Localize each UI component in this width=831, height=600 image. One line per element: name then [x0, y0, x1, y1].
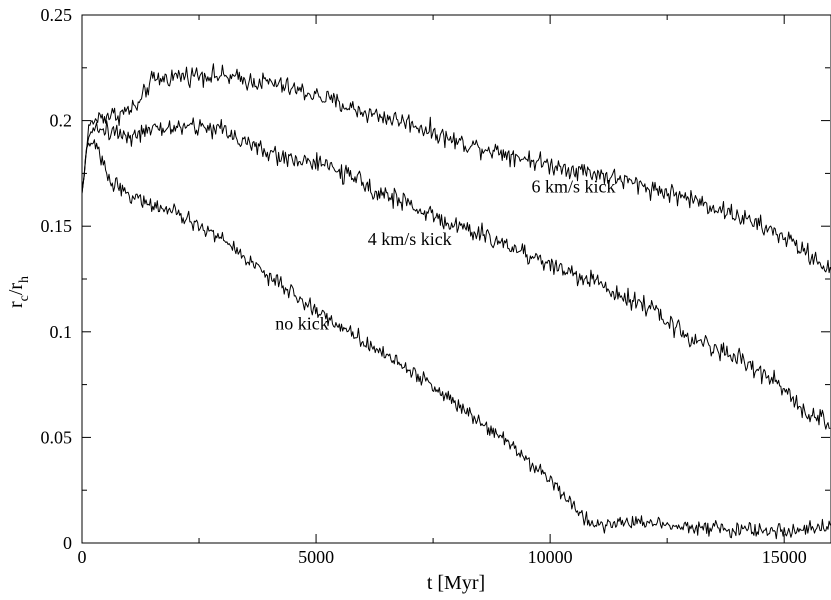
y-tick-label: 0.15 [41, 216, 73, 236]
plot-frame [81, 14, 831, 544]
series-annotation: 6 km/s kick [532, 176, 616, 196]
y-tick-label: 0.05 [41, 427, 73, 447]
series-line [81, 117, 831, 430]
axis-ticks: 0 5000 10000 15000 0 0.05 0.1 0.15 0.2 0.25 [41, 5, 830, 567]
y-tick-label: 0.1 [50, 322, 73, 342]
y-tick-label: 0.2 [50, 111, 73, 131]
x-axis-title: t [Myr] [427, 572, 485, 594]
y-axis-title-main: r [5, 301, 27, 308]
x-tick-label: 5000 [298, 547, 334, 567]
y-tick-label: 0 [63, 533, 72, 553]
y-axis-title-sub2: h [17, 276, 32, 283]
series-annotation: no kick [275, 314, 329, 334]
x-tick-label: 15000 [762, 547, 807, 567]
series-line [81, 63, 831, 274]
x-tick-label: 0 [78, 547, 87, 567]
y-axis-title-mid: /r [5, 283, 27, 296]
x-tick-label: 10000 [528, 547, 573, 567]
annotations: 6 km/s kick 4 km/s kick no kick [275, 176, 615, 333]
y-axis-title: rc/rh [5, 276, 32, 308]
series-layer [81, 63, 831, 540]
series-annotation: 4 km/s kick [368, 229, 452, 249]
series-line [81, 139, 831, 540]
y-tick-label: 0.25 [41, 5, 73, 25]
y-axis-title-sub1: c [17, 295, 32, 301]
